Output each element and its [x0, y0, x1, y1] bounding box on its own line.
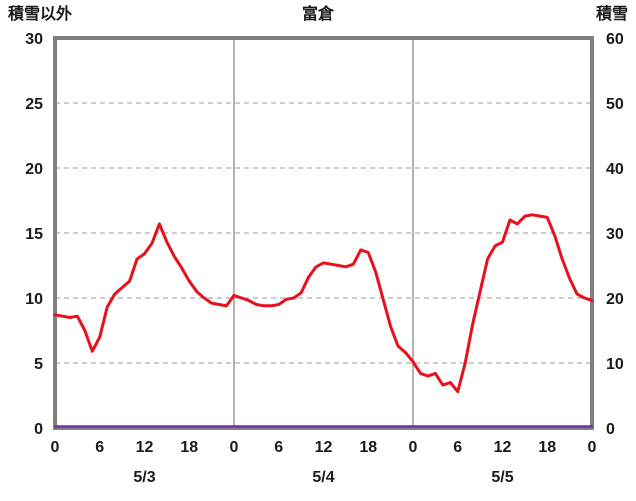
left-tick-label: 5 — [34, 356, 43, 373]
left-tick-label: 0 — [34, 421, 43, 438]
x-tick-label: 12 — [136, 439, 154, 456]
right-axis-title: 積雪 — [595, 4, 628, 23]
plot-border — [53, 36, 594, 430]
x-tick-label: 12 — [315, 439, 333, 456]
x-tick-label: 18 — [538, 439, 556, 456]
x-tick-label: 12 — [494, 439, 512, 456]
right-tick-label: 60 — [606, 31, 624, 48]
series-line-left — [53, 213, 594, 394]
x-day-label: 5/5 — [491, 469, 513, 486]
x-tick-label: 6 — [95, 439, 104, 456]
right-tick-label: 40 — [606, 161, 624, 178]
gridlines — [55, 38, 592, 428]
left-tick-label: 20 — [25, 161, 43, 178]
left-tick-label: 15 — [25, 226, 43, 243]
x-tick-label: 0 — [230, 439, 239, 456]
x-tick-label: 18 — [180, 439, 198, 456]
left-tick-label: 10 — [25, 291, 43, 308]
left-tick-label: 30 — [25, 31, 43, 48]
right-tick-label: 0 — [606, 421, 615, 438]
chart-title: 富倉 — [302, 4, 335, 23]
left-axis-title: 積雪以外 — [7, 4, 72, 23]
x-day-label: 5/3 — [133, 469, 155, 486]
left-tick-label: 25 — [25, 96, 43, 113]
series-lines — [53, 213, 594, 428]
x-tick-label: 18 — [359, 439, 377, 456]
x-tick-label: 0 — [409, 439, 418, 456]
x-tick-label: 6 — [274, 439, 283, 456]
right-tick-label: 20 — [606, 291, 624, 308]
x-tick-label: 0 — [51, 439, 60, 456]
right-tick-label: 10 — [606, 356, 624, 373]
x-tick-label: 0 — [588, 439, 597, 456]
axis-tick-labels: 0 5 10 15 20 25 30 0 10 20 30 40 50 60 0 6 12 18 0 6 12 18 0 6 1… — [25, 31, 624, 486]
right-tick-label: 50 — [606, 96, 624, 113]
x-day-label: 5/4 — [312, 469, 334, 486]
right-tick-label: 30 — [606, 226, 624, 243]
x-tick-label: 6 — [453, 439, 462, 456]
